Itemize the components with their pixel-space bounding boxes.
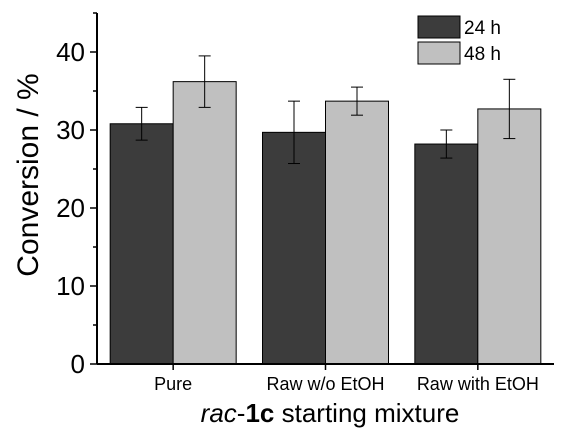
x-axis-label-suffix: starting mixture xyxy=(274,398,459,428)
bar-24h-1 xyxy=(262,131,326,365)
bar-48h-1 xyxy=(325,100,389,365)
x-tick-label-1: Raw w/o EtOH xyxy=(266,374,384,394)
x-axis-label-compound: 1c xyxy=(245,398,274,428)
x-axis-label: rac-1c starting mixture xyxy=(201,398,460,428)
y-tick-label-40: 40 xyxy=(56,37,85,67)
bar-48h-2 xyxy=(477,108,542,365)
bar-48h-0 xyxy=(172,81,237,365)
x-axis-label-prefix: rac xyxy=(201,398,237,428)
legend-swatch-48h xyxy=(417,41,461,65)
x-tick-label-0: Pure xyxy=(154,374,192,394)
y-tick-label-30: 30 xyxy=(56,115,85,145)
error-bars-layer xyxy=(135,55,516,165)
axes-layer: Pure Raw w/o EtOH Raw with EtOH 0 10 20 30 40 xyxy=(56,12,554,394)
y-tick-label-10: 10 xyxy=(56,271,85,301)
y-axis-label: Conversion / % xyxy=(12,73,45,276)
legend-label-24h: 24 h xyxy=(464,18,501,39)
legend-swatch-24h xyxy=(417,15,461,39)
y-tick-label-20: 20 xyxy=(56,193,85,223)
y-tick-label-0: 0 xyxy=(71,349,85,379)
x-tick-label-2: Raw with EtOH xyxy=(417,374,539,394)
legend-label-48h: 48 h xyxy=(464,44,501,65)
bar-24h-2 xyxy=(414,143,479,365)
x-axis-label-hyphen: - xyxy=(237,398,246,428)
bar-24h-0 xyxy=(109,123,174,365)
legend: 24 h 48 h xyxy=(417,15,501,65)
bars-layer xyxy=(109,81,542,365)
